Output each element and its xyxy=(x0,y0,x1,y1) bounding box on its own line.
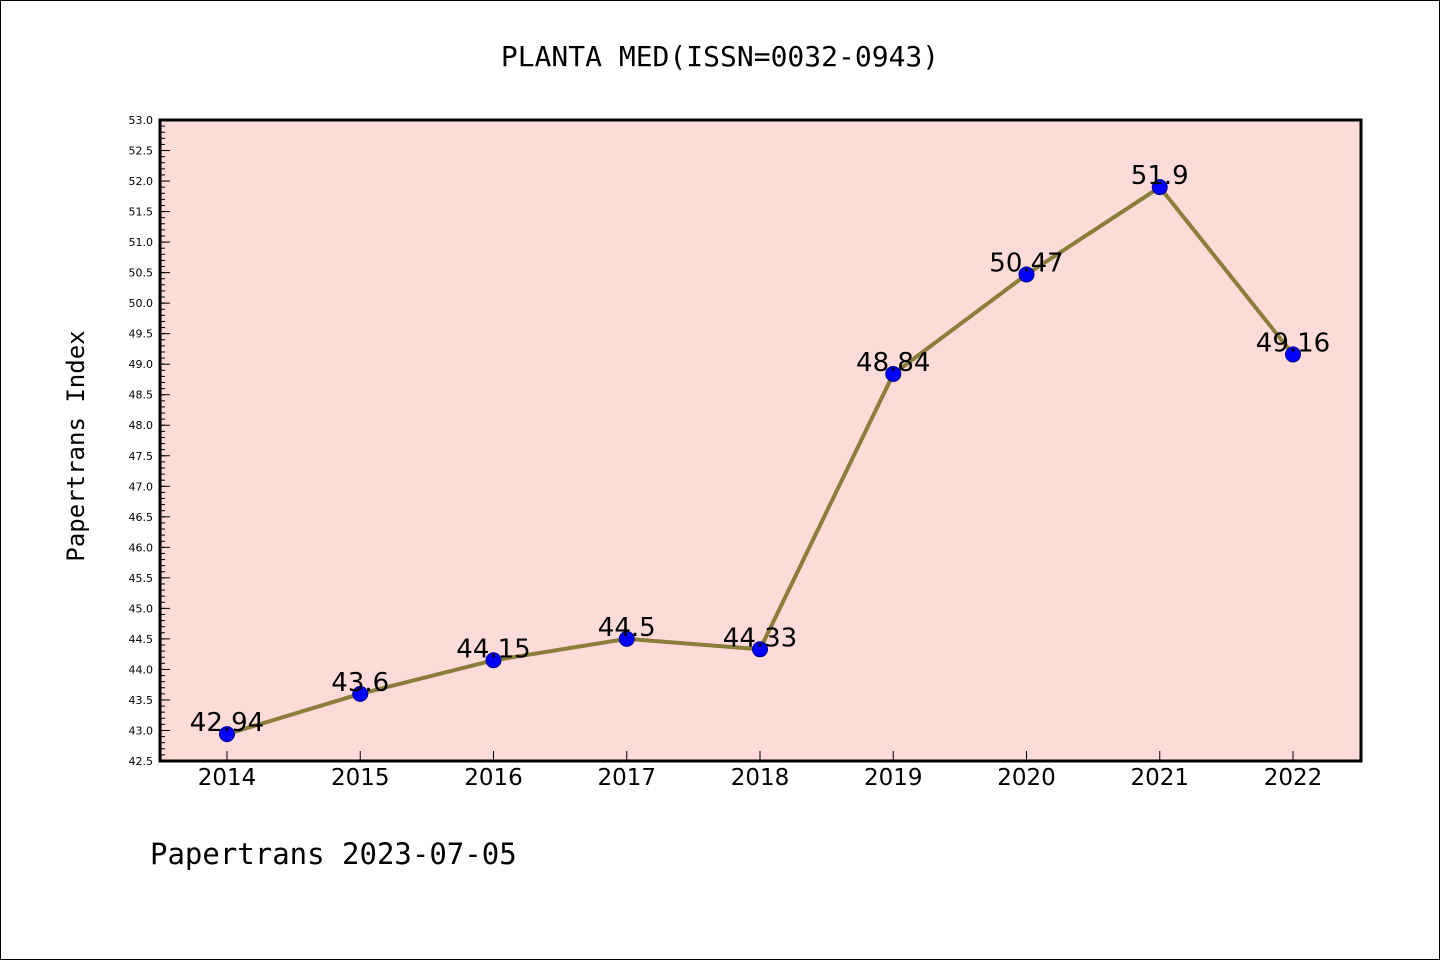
data-point-2020 xyxy=(1018,266,1035,283)
y-axis-ticks: 42.5 43.0 43.5 44.0 44.5 45.0 45.5 46.0 46.5 47.0… xyxy=(129,114,170,768)
x-tick-label: 2015 xyxy=(331,765,390,791)
y-axis-label: Papertrans Index xyxy=(62,330,90,561)
x-tick-label: 2014 xyxy=(198,765,257,791)
y-tick-label: 46.0 xyxy=(129,541,154,554)
data-point-2017 xyxy=(618,630,635,647)
y-tick-label: 49.5 xyxy=(129,328,154,341)
y-tick-label: 44.0 xyxy=(129,663,154,676)
x-tick-label: 2017 xyxy=(597,765,656,791)
y-tick-label: 50.5 xyxy=(129,267,154,280)
y-tick-label: 50.0 xyxy=(129,297,154,310)
y-tick-label: 43.0 xyxy=(129,724,154,737)
y-tick-label: 44.5 xyxy=(129,633,154,646)
data-label: 44.5 xyxy=(598,613,656,643)
data-label: 44.33 xyxy=(723,623,797,653)
y-tick-label: 43.5 xyxy=(129,694,154,707)
data-point-2014 xyxy=(219,726,235,743)
data-label: 43.6 xyxy=(331,668,389,698)
data-label: 42.94 xyxy=(190,708,264,738)
data-markers xyxy=(219,179,1301,743)
data-point-2016 xyxy=(485,652,502,669)
y-tick-label: 49.0 xyxy=(129,358,154,371)
x-tick-label: 2019 xyxy=(864,765,923,791)
y-tick-label: 47.5 xyxy=(129,450,154,463)
y-tick-label: 52.0 xyxy=(129,175,154,188)
data-point-2022 xyxy=(1285,346,1301,363)
x-tick-label: 2018 xyxy=(731,765,790,791)
y-tick-label: 45.5 xyxy=(129,572,154,585)
data-point-2015 xyxy=(352,685,369,702)
data-label: 49.16 xyxy=(1256,328,1330,358)
x-tick-label: 2022 xyxy=(1264,765,1323,791)
y-tick-label: 42.5 xyxy=(129,755,154,768)
data-point-2021 xyxy=(1151,179,1168,196)
data-label: 44.15 xyxy=(456,634,530,664)
data-label: 51.9 xyxy=(1131,161,1189,191)
x-tick-label: 2020 xyxy=(997,765,1056,791)
x-tick-label: 2016 xyxy=(464,765,523,791)
y-tick-label: 46.5 xyxy=(129,511,154,524)
data-label: 48.84 xyxy=(856,348,930,378)
y-tick-label: 51.5 xyxy=(129,206,154,219)
chart-title: PLANTA MED(ISSN=0032-0943) xyxy=(501,40,939,73)
y-tick-label: 47.0 xyxy=(129,480,154,493)
data-label: 50.47 xyxy=(989,248,1063,278)
y-tick-label: 45.0 xyxy=(129,602,154,615)
y-tick-label: 48.5 xyxy=(129,389,154,402)
data-labels: 42.94 43.6 44.15 44.5 44.33 48.84 50.47 51.9 49.… xyxy=(190,161,1330,738)
footer-text: Papertrans 2023-07-05 xyxy=(150,837,517,871)
data-point-2019 xyxy=(885,365,902,382)
y-tick-label: 52.5 xyxy=(129,145,154,158)
data-point-2018 xyxy=(752,641,768,658)
y-tick-label: 51.0 xyxy=(129,236,154,249)
x-tick-label: 2021 xyxy=(1130,765,1189,791)
y-tick-label: 48.0 xyxy=(129,419,154,432)
plot-border xyxy=(158,118,1363,763)
x-axis-ticks: 2014 2015 2016 2017 2018 2019 2020 2021 2022 xyxy=(198,751,1323,791)
y-tick-label: 53.0 xyxy=(129,114,154,127)
